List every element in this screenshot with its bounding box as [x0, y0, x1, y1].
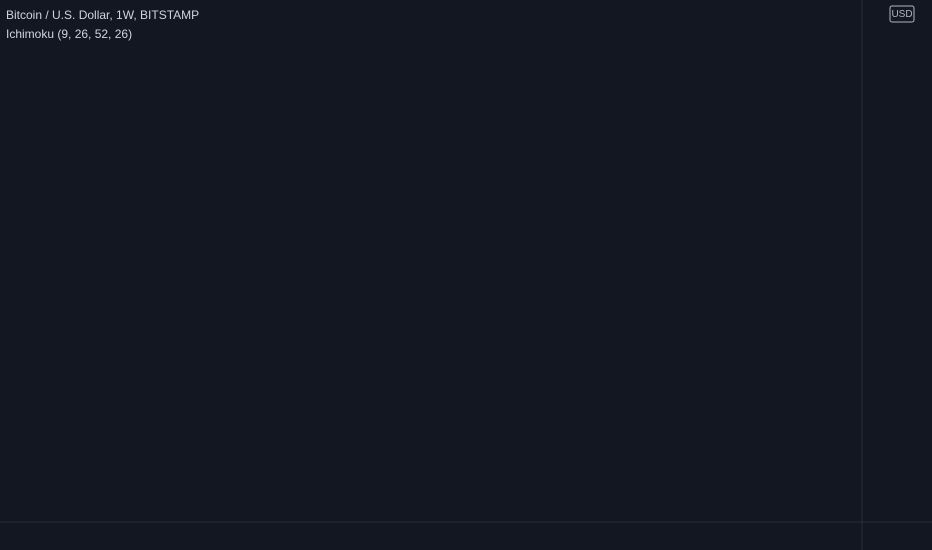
currency[interactable]: USD	[891, 9, 912, 20]
indicator-label: Ichimoku (9, 26, 52, 26)	[6, 27, 132, 41]
currency-box[interactable]	[889, 5, 915, 23]
chart-title: Bitcoin / U.S. Dollar, 1W, BITSTAMP	[6, 8, 199, 22]
